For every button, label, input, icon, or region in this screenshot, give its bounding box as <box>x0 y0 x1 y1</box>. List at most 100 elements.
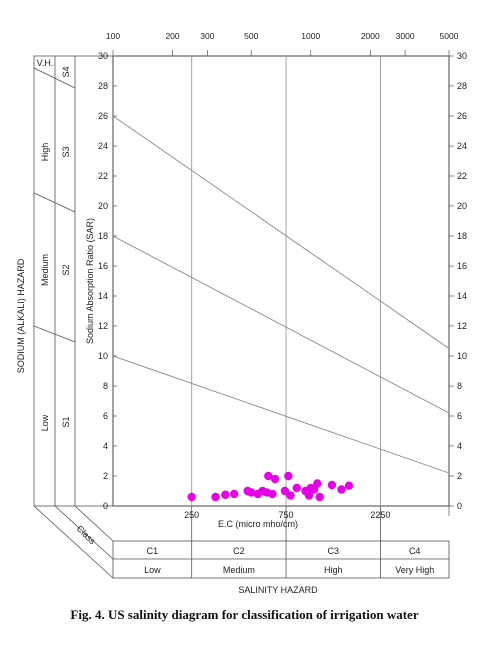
zone-boundary-s3-s4 <box>33 67 76 89</box>
bottom-tick-label: 750 <box>279 510 294 520</box>
y-tick-label-right: 6 <box>457 411 462 421</box>
sample-point <box>270 474 280 484</box>
class-label: Class <box>75 523 98 546</box>
sample-point <box>337 485 346 494</box>
y-tick-label-left: 16 <box>98 261 108 271</box>
data-points <box>187 471 354 502</box>
sample-point <box>268 489 277 499</box>
sample-point <box>304 491 314 500</box>
sar-boundary-lines <box>112 115 450 474</box>
class-gridlines <box>191 56 381 578</box>
sample-point <box>229 489 239 499</box>
y-tick-label-left: 22 <box>98 171 108 181</box>
y-tick-label-left: 24 <box>98 141 108 151</box>
y-tick-label-right: 2 <box>457 471 462 481</box>
vh-label: V.H. <box>37 58 54 68</box>
top-tick-label: 100 <box>106 31 120 41</box>
top-tick-label: 2000 <box>361 31 380 41</box>
y-tick-label-left: 6 <box>103 411 108 421</box>
sar-boundary-line <box>112 115 450 349</box>
y-tick-label-right: 20 <box>457 201 467 211</box>
sample-point <box>264 471 273 481</box>
salinity-hazard-title: SALINITY HAZARD <box>238 585 318 595</box>
sample-point <box>344 481 354 490</box>
sar-boundary-line <box>112 355 450 474</box>
connector-low <box>74 505 114 542</box>
salinity-class-code: C1 <box>147 546 159 556</box>
y-tick-label-left: 26 <box>98 111 108 121</box>
high-hazard-label: High <box>40 143 50 162</box>
y-tick-label-right: 10 <box>457 351 467 361</box>
y-tick-label-left: 12 <box>98 321 108 331</box>
plot-frame <box>112 55 450 507</box>
medium-hazard-label: Medium <box>40 254 50 286</box>
salinity-class-code: C2 <box>233 546 245 556</box>
sample-point <box>327 480 337 490</box>
low-hazard-label: Low <box>40 414 50 431</box>
sample-point <box>292 483 302 493</box>
sar-boundary-line <box>112 235 450 414</box>
salinity-class-hazard: Low <box>144 565 161 575</box>
salinity-class-labels: C1 Low C2 Medium C3 High C4 Very High <box>144 546 434 575</box>
y-tick-label-left: 4 <box>103 441 108 451</box>
sample-point <box>211 492 220 502</box>
salinity-class-hazard: Very High <box>395 565 434 575</box>
y-tick-label-left: 28 <box>98 81 108 91</box>
zone-boundary-s2-s3 <box>33 192 76 213</box>
y-tick-label-right: 18 <box>457 231 467 241</box>
y-tick-label-left: 30 <box>98 51 108 61</box>
y-tick-label-left: 18 <box>98 231 108 241</box>
y-tick-label-right: 24 <box>457 141 467 151</box>
y-tick-label-left: 0 <box>103 501 108 511</box>
sample-point <box>280 486 290 496</box>
y-tick-label-left: 10 <box>98 351 108 361</box>
s2-class-label: S2 <box>61 264 71 275</box>
y-tick-label-right: 16 <box>457 261 467 271</box>
sample-point <box>313 479 322 488</box>
y-tick-label-right: 8 <box>457 381 462 391</box>
salinity-class-code: C3 <box>327 546 339 556</box>
salinity-class-code: C4 <box>409 546 421 556</box>
y-tick-label-left: 14 <box>98 291 108 301</box>
sodium-hazard-title: SODIUM (ALKALI) HAZARD <box>16 258 26 373</box>
s3-class-label: S3 <box>61 146 71 157</box>
top-tick-label: 300 <box>200 31 214 41</box>
top-tick-label: 3000 <box>396 31 415 41</box>
sample-point <box>221 490 230 499</box>
y-tick-label-right: 30 <box>457 51 467 61</box>
y-tick-label-right: 14 <box>457 291 467 301</box>
y-tick-label-right: 0 <box>457 501 462 511</box>
s1-class-label: S1 <box>61 416 71 427</box>
y-tick-label-right: 4 <box>457 441 462 451</box>
salinity-class-table <box>112 540 450 579</box>
y-tick-label-right: 28 <box>457 81 467 91</box>
y-tick-label-left: 20 <box>98 201 108 211</box>
salinity-class-hazard: High <box>324 565 343 575</box>
top-tick-label: 1000 <box>301 31 320 41</box>
y-tick-label-left: 2 <box>103 471 108 481</box>
s4-class-label: S4 <box>61 66 71 77</box>
y-axis-label: Sodium Absorption Ratio (SAR) <box>85 218 95 344</box>
top-tick-label: 5000 <box>440 31 459 41</box>
bottom-tick-label: 250 <box>184 510 199 520</box>
connector-top <box>33 505 114 579</box>
figure-caption: Fig. 4. US salinity diagram for classifi… <box>70 607 419 622</box>
y-tick-label-right: 26 <box>457 111 467 121</box>
sample-point <box>315 492 324 502</box>
y-tick-label-left: 8 <box>103 381 108 391</box>
connector-mid <box>54 505 114 560</box>
sample-point <box>247 488 256 497</box>
x-axis-label: E.C (micro mho/cm) <box>218 519 298 529</box>
salinity-class-hazard: Medium <box>223 565 255 575</box>
y-tick-label-right: 12 <box>457 321 467 331</box>
sample-point <box>187 492 196 502</box>
zone-boundary-s1-s2 <box>33 325 76 343</box>
y-tick-label-right: 22 <box>457 171 467 181</box>
sample-point <box>286 491 295 500</box>
sample-point <box>284 471 293 481</box>
top-tick-label: 200 <box>165 31 179 41</box>
bottom-tick-label: 2250 <box>370 510 390 520</box>
